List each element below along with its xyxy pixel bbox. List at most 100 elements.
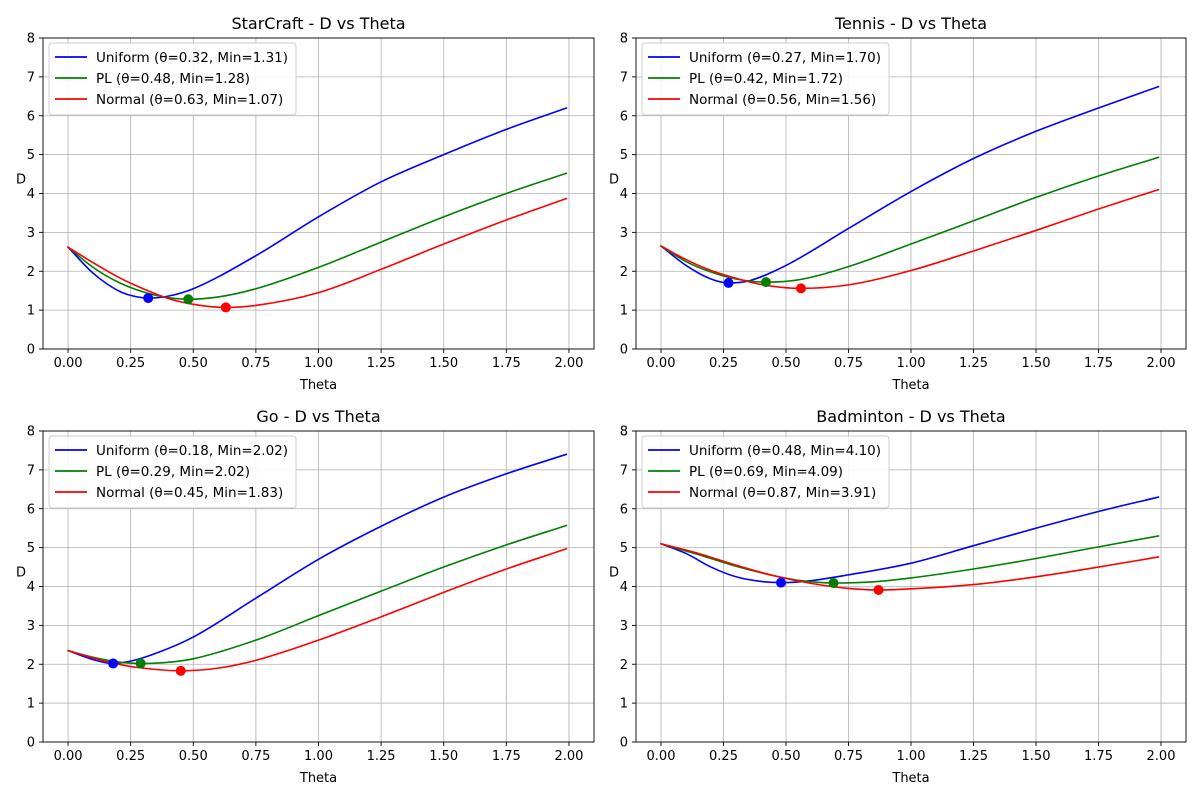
series-group [67,453,568,676]
y-tick-label: 5 [620,148,628,163]
legend-box [48,435,297,509]
x-tick-label: 0.75 [241,356,270,371]
series-line-1 [660,85,1160,284]
x-tick-label: 0.25 [709,749,738,764]
y-tick-label: 4 [27,187,35,202]
min-point-marker-2 [761,277,771,288]
x-tick-label: 0.00 [647,749,676,764]
x-tick-label: 0.25 [709,356,738,371]
min-point-marker-2 [183,294,194,305]
legend-entry-3: Normal (θ=0.56, Min=1.56) [689,92,876,108]
x-tick-label: 1.75 [1084,356,1113,371]
x-tick-label: 1.00 [304,749,333,764]
y-tick-label: 2 [27,265,35,280]
legend: Uniform (θ=0.27, Min=1.70) PL (θ=0.42, Mi… [641,42,890,116]
y-tick-label: 5 [27,148,35,163]
x-tick-label: 1.25 [367,749,396,764]
y-tick-label: 1 [27,304,35,319]
x-tick-label: 0.00 [647,356,676,371]
series-group [660,496,1160,595]
x-axis-label: Theta [891,771,929,786]
y-tick-label: 5 [620,541,628,556]
legend-entry-3: Normal (θ=0.63, Min=1.07) [96,92,283,108]
y-tick-label: 7 [27,70,35,85]
legend-box [641,42,890,116]
x-tick-label: 2.00 [1147,749,1176,764]
legend-entry-1: Uniform (θ=0.27, Min=1.70) [689,50,881,66]
series-line-3 [660,542,1160,591]
y-tick-label: 1 [620,697,628,712]
legend-box [641,435,890,509]
series-line-1 [660,496,1160,584]
y-axis-label: D [609,173,619,188]
x-tick-label: 2.00 [554,749,583,764]
legend-entry-3: Normal (θ=0.45, Min=1.83) [96,485,283,501]
min-point-marker-1 [776,577,786,588]
y-tick-label: 6 [27,109,35,124]
y-tick-label: 6 [620,109,628,124]
x-tick-label: 0.50 [179,749,208,764]
x-axis-label: Theta [299,771,337,786]
min-point-marker-1 [108,658,119,669]
x-tick-label: 1.50 [1022,356,1051,371]
series-line-3 [660,188,1160,290]
min-point-marker-2 [135,658,146,669]
series-group [67,107,568,313]
chart-panel-2: 0.00 0.25 0.50 0.75 1.00 1.25 1.50 1.75 2.00 0 1 2 3… [609,14,1187,393]
y-axis-label: D [609,566,619,581]
legend: Uniform (θ=0.48, Min=4.10) PL (θ=0.69, Mi… [641,435,890,509]
chart-title: Go - D vs Theta [256,407,380,426]
y-tick-label: 1 [620,304,628,319]
legend-entry-1: Uniform (θ=0.48, Min=4.10) [689,443,881,459]
y-tick-label: 6 [620,502,628,517]
series-line-2 [660,156,1160,283]
x-tick-label: 0.00 [54,356,83,371]
chart-panel-1: 0.00 0.25 0.50 0.75 1.00 1.25 1.50 1.75 2.00 0 1 2 3… [16,14,595,393]
min-point-marker-3 [873,584,884,595]
x-axis-label: Theta [891,378,929,393]
min-point-marker-1 [143,293,154,304]
y-tick-label: 4 [620,187,628,202]
y-tick-label: 8 [620,32,628,47]
x-tick-label: 1.00 [897,356,926,371]
y-tick-label: 3 [27,226,35,241]
chart-panel-4: 0.00 0.25 0.50 0.75 1.00 1.25 1.50 1.75 2.00 0 1 2 3… [609,407,1187,786]
y-tick-label: 8 [27,32,35,47]
series-line-1 [67,107,568,299]
x-tick-label: 0.50 [772,749,801,764]
y-tick-label: 2 [620,658,628,673]
x-tick-label: 0.50 [772,356,801,371]
chart-title: StarCraft - D vs Theta [231,14,405,33]
min-point-marker-1 [723,277,734,288]
y-tick-label: 0 [620,343,628,358]
min-point-marker-2 [828,578,839,589]
y-tick-label: 3 [620,619,628,634]
y-tick-label: 5 [27,541,35,556]
y-tick-label: 1 [27,697,35,712]
x-tick-label: 1.25 [959,356,988,371]
x-tick-label: 0.25 [116,356,145,371]
legend: Uniform (θ=0.18, Min=2.02) PL (θ=0.29, Mi… [48,435,297,509]
x-tick-label: 0.25 [116,749,145,764]
y-tick-label: 7 [620,463,628,478]
x-tick-label: 0.75 [834,749,863,764]
series-line-2 [67,172,568,301]
x-tick-label: 2.00 [1147,356,1176,371]
x-tick-label: 1.25 [367,356,396,371]
legend-entry-2: PL (θ=0.42, Min=1.72) [689,71,843,87]
y-tick-label: 2 [620,265,628,280]
y-tick-label: 3 [27,619,35,634]
legend-entry-1: Uniform (θ=0.32, Min=1.31) [96,50,288,66]
series-line-2 [660,535,1160,584]
legend-entry-1: Uniform (θ=0.18, Min=2.02) [96,443,288,459]
y-tick-label: 7 [27,463,35,478]
x-tick-label: 1.50 [429,749,458,764]
y-tick-label: 6 [27,502,35,517]
y-tick-label: 4 [620,580,628,595]
legend-entry-3: Normal (θ=0.87, Min=3.91) [689,485,876,501]
min-point-marker-3 [796,283,806,294]
x-tick-label: 2.00 [554,356,583,371]
x-tick-label: 1.75 [1084,749,1113,764]
x-tick-label: 0.75 [241,749,270,764]
y-axis-label: D [16,173,26,188]
